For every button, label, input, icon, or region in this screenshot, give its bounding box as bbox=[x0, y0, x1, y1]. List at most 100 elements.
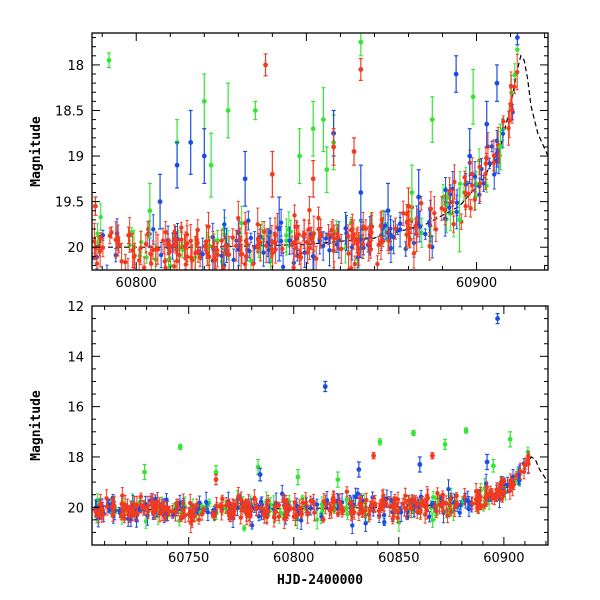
red-data-point bbox=[273, 236, 278, 250]
red-data-point bbox=[219, 229, 224, 252]
red-data-point bbox=[363, 219, 369, 239]
green-outlier-point bbox=[295, 468, 301, 486]
red-data-point bbox=[387, 496, 392, 517]
red-data-point bbox=[138, 230, 143, 266]
red-data-point bbox=[109, 498, 115, 515]
red-data-point bbox=[126, 257, 130, 270]
red-data-point bbox=[264, 509, 270, 525]
red-data-point bbox=[291, 258, 296, 270]
red-data-point bbox=[130, 502, 136, 516]
green-outlier-point bbox=[335, 471, 341, 488]
red-data-point bbox=[338, 503, 344, 513]
red-data-point bbox=[153, 231, 159, 267]
x-tick-label: 60800 bbox=[116, 276, 157, 291]
green-data-point bbox=[445, 192, 450, 204]
green-outlier-point bbox=[409, 164, 415, 221]
red-data-point bbox=[173, 234, 179, 254]
red-outlier-point bbox=[331, 128, 337, 166]
red-data-point bbox=[466, 180, 471, 208]
red-data-point bbox=[236, 486, 241, 507]
y-tick-label: 14 bbox=[67, 350, 84, 365]
red-outlier-point bbox=[269, 150, 275, 198]
blue-outlier-point bbox=[276, 196, 282, 262]
blue-outlier-point bbox=[417, 456, 423, 473]
panel-top-lightcurve: 60800 60850 60900 18 18.5 19 19.5 20 Magnitude bbox=[29, 32, 549, 291]
x-axis-title: HJD-2400000 bbox=[277, 573, 363, 588]
green-data-point bbox=[284, 218, 289, 253]
red-data-point bbox=[321, 516, 326, 523]
blue-outlier-point bbox=[242, 150, 248, 207]
red-data-point bbox=[120, 487, 125, 505]
red-data-point bbox=[395, 491, 401, 508]
red-data-point bbox=[352, 232, 357, 246]
red-data-point bbox=[366, 225, 371, 262]
red-data-point bbox=[508, 71, 514, 101]
red-data-point bbox=[219, 502, 224, 521]
y-axis-title: Magnitude bbox=[29, 116, 44, 187]
red-data-point bbox=[172, 224, 177, 241]
blue-data-point bbox=[205, 503, 211, 522]
red-data-point bbox=[499, 477, 505, 488]
red-data-point bbox=[472, 188, 477, 211]
red-data-point bbox=[180, 502, 186, 518]
red-data-point bbox=[475, 503, 481, 514]
red-data-point bbox=[239, 502, 245, 518]
red-data-point bbox=[407, 231, 413, 248]
blue-data-point bbox=[323, 232, 329, 245]
red-data-point bbox=[196, 514, 202, 525]
panel-bottom-lightcurve: 60750 60800 60850 60900 12 14 16 18 20 Magnitude H… bbox=[29, 300, 549, 588]
red-data-point bbox=[323, 494, 328, 515]
red-data-point bbox=[390, 513, 395, 525]
red-data-point bbox=[450, 189, 455, 215]
red-data-point bbox=[433, 216, 439, 243]
blue-outlier-point bbox=[484, 100, 490, 148]
green-data-point bbox=[242, 524, 247, 532]
green-outlier-point bbox=[463, 427, 469, 434]
red-data-point bbox=[226, 235, 232, 270]
red-data-point bbox=[477, 158, 482, 176]
y-tick-label: 12 bbox=[67, 300, 84, 315]
red-data-point bbox=[243, 223, 249, 259]
green-outlier-point bbox=[208, 132, 214, 198]
red-data-point bbox=[307, 196, 312, 225]
red-data-point bbox=[435, 487, 440, 499]
red-data-point bbox=[432, 501, 438, 512]
red-data-point bbox=[165, 233, 171, 256]
plot-area bbox=[92, 33, 548, 270]
blue-data-point bbox=[458, 500, 463, 510]
red-data-point bbox=[177, 238, 182, 270]
red-data-point bbox=[264, 228, 269, 263]
red-data-point bbox=[512, 79, 517, 94]
green-outlier-point bbox=[297, 128, 302, 185]
red-data-point bbox=[408, 497, 414, 510]
red-data-point bbox=[447, 498, 453, 513]
blue-data-point bbox=[423, 228, 428, 240]
green-outlier-point bbox=[429, 96, 435, 143]
green-data-point bbox=[98, 203, 103, 231]
blue-outlier-point bbox=[416, 169, 422, 226]
red-data-point bbox=[132, 242, 137, 269]
red-data-point bbox=[309, 226, 314, 250]
red-data-point bbox=[393, 217, 398, 240]
red-data-point bbox=[255, 233, 261, 244]
red-data-point bbox=[344, 486, 350, 498]
red-data-point bbox=[502, 486, 507, 498]
red-data-point bbox=[143, 234, 149, 254]
red-data-point bbox=[173, 502, 178, 522]
red-data-point bbox=[169, 505, 175, 518]
red-data-point bbox=[141, 500, 146, 516]
green-data-point bbox=[239, 205, 244, 241]
red-data-point bbox=[243, 211, 248, 235]
y-tick-label: 19 bbox=[67, 150, 84, 165]
red-data-point bbox=[326, 224, 331, 246]
red-data-point bbox=[230, 228, 235, 248]
blue-outlier-point bbox=[257, 467, 263, 482]
red-data-point bbox=[498, 481, 503, 501]
red-data-point bbox=[273, 500, 278, 514]
blue-data-point bbox=[446, 479, 451, 499]
red-data-point bbox=[313, 245, 319, 270]
blue-outlier-point bbox=[201, 128, 207, 185]
red-outlier-point bbox=[263, 53, 268, 77]
red-data-point bbox=[221, 251, 226, 270]
y-tick-label: 20 bbox=[67, 501, 84, 516]
